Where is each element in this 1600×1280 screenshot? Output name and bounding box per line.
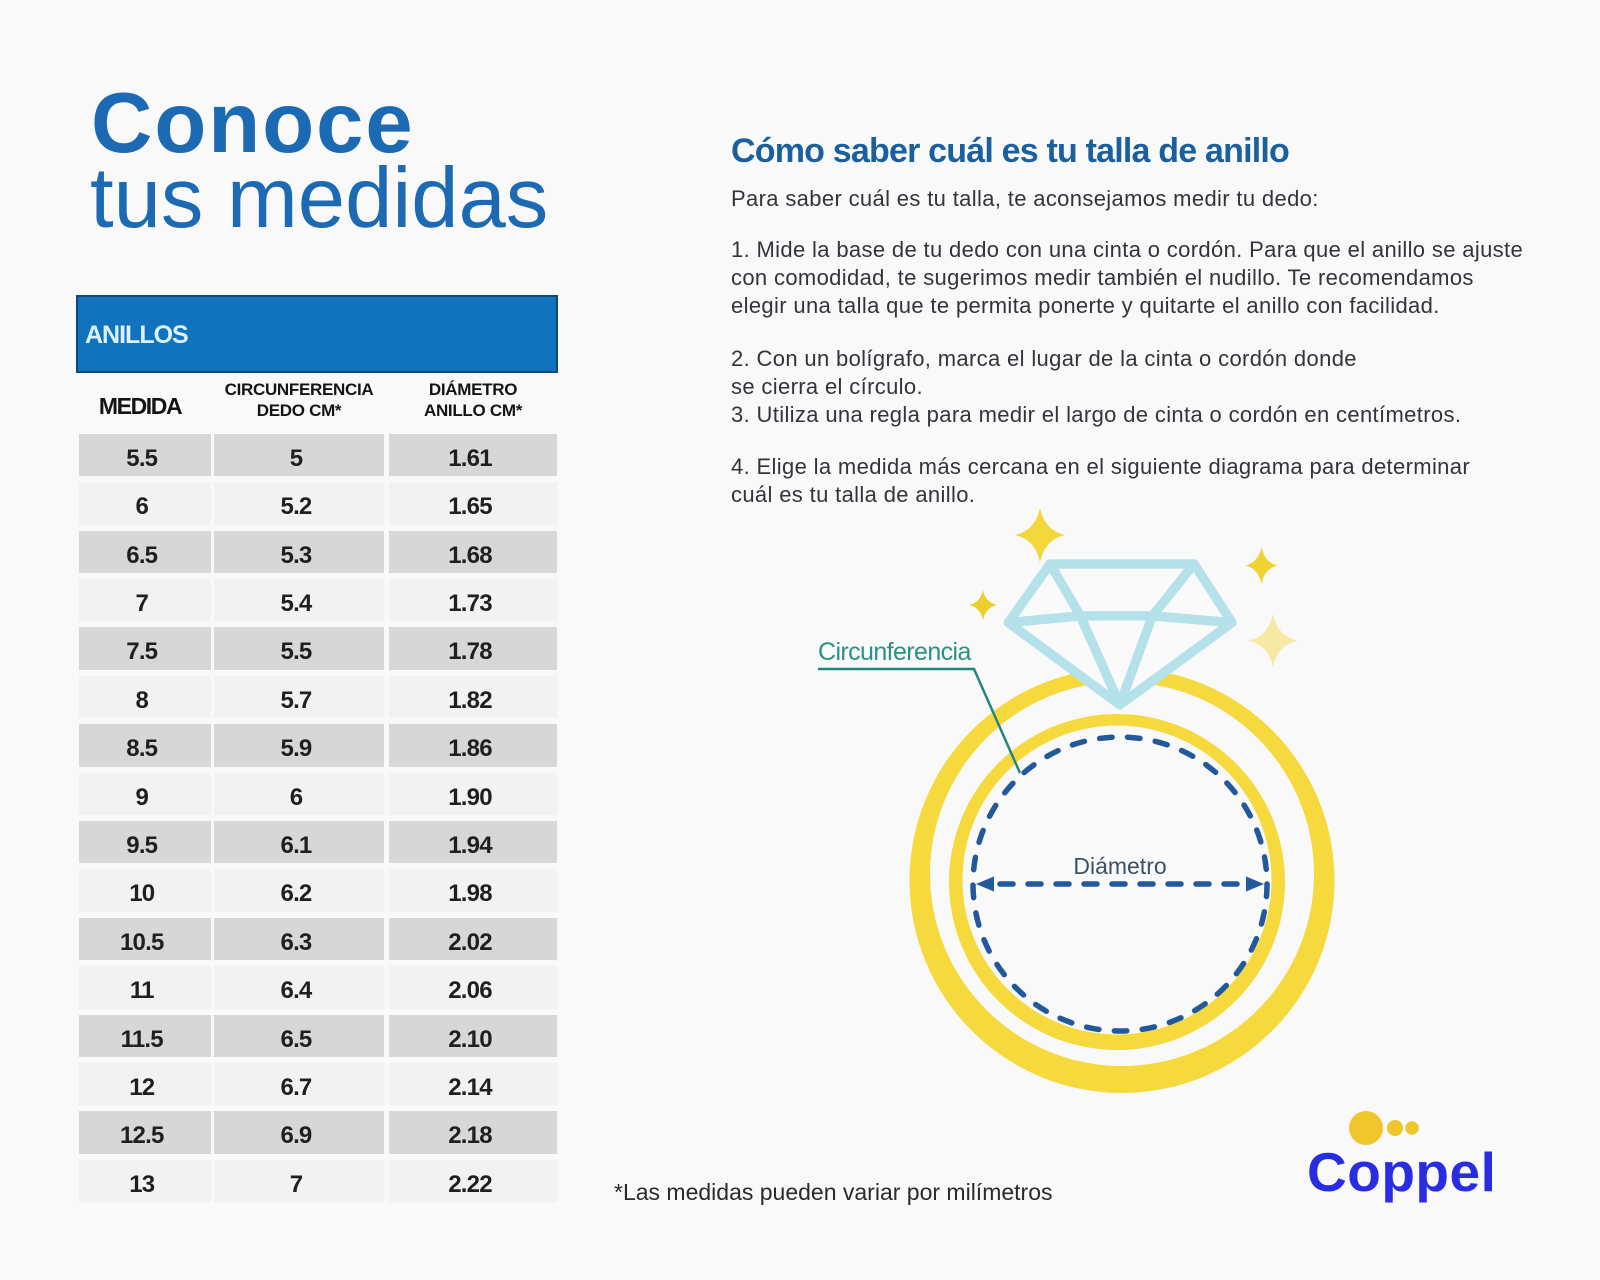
svg-text:Diámetro: Diámetro: [1073, 853, 1166, 879]
svg-text:Circunferencia: Circunferencia: [818, 638, 971, 666]
